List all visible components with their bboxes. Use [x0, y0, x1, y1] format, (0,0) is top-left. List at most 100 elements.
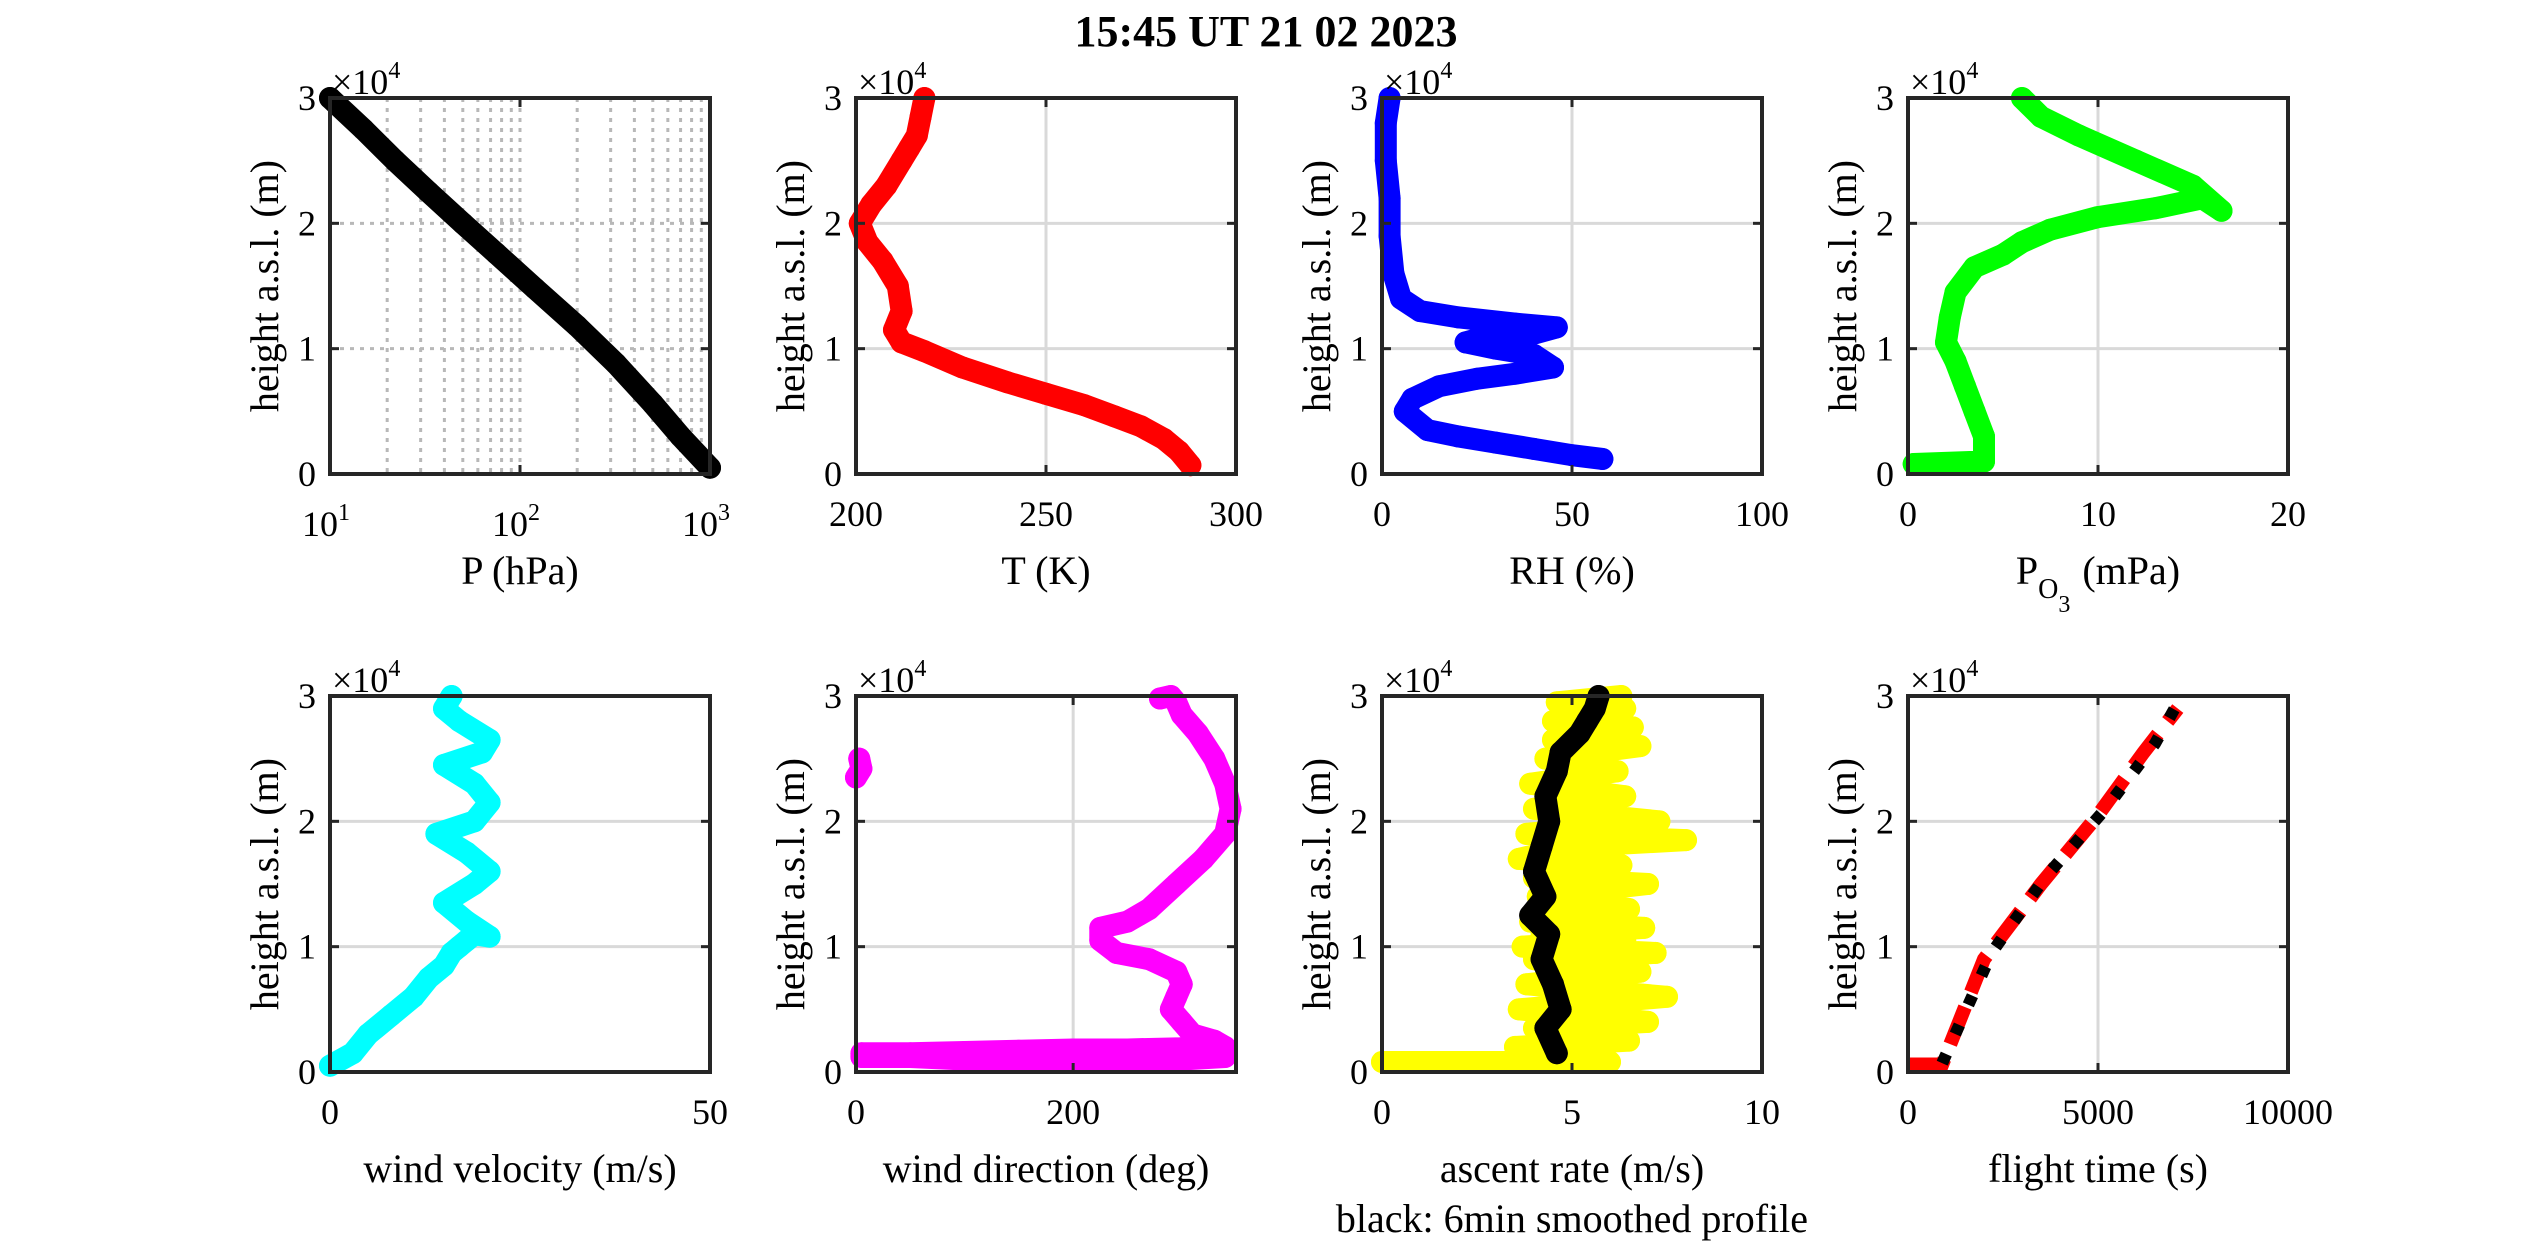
data-point — [1648, 810, 1671, 833]
data-point — [1504, 362, 1526, 385]
x-axis-label: P (hPa) — [461, 548, 578, 593]
y-tick-label: 1 — [1350, 927, 1368, 967]
grid-lines — [856, 696, 1236, 1072]
tick-marks — [328, 96, 712, 476]
x-tick-label: 101 — [302, 500, 350, 544]
x-tick-label: 200 — [829, 494, 883, 534]
data-point — [875, 174, 898, 197]
data-point — [1374, 149, 1397, 172]
y-axis-exponent: ×104 — [332, 58, 400, 102]
y-tick-label: 2 — [298, 801, 316, 841]
data-point — [1938, 306, 1961, 329]
y-axis-exponent-base: ×10 — [332, 660, 388, 700]
data-point — [478, 728, 501, 751]
data-point — [604, 352, 627, 375]
x-axis-label: RH (%) — [1509, 548, 1635, 593]
x-axis-label-unit: (mPa) — [2082, 548, 2180, 593]
data-point — [1073, 394, 1095, 417]
data-series — [1908, 693, 2187, 1072]
data-point — [1116, 1038, 1139, 1061]
data-point — [1519, 772, 1542, 795]
y-tick-label: 0 — [824, 454, 842, 494]
y-tick-label: 1 — [824, 927, 842, 967]
y-tick-label: 1 — [298, 329, 316, 369]
y-tick-label: 0 — [1876, 454, 1894, 494]
data-point — [2125, 149, 2147, 172]
data-point — [1530, 835, 1553, 858]
y-axis-exponent-power: 4 — [1966, 58, 1978, 84]
chart-panel-wind-velocity: 0 50 0 1 2 3 ×104 height a.s.l. (m) wind velocit… — [242, 656, 728, 1191]
y-axis-label: height a.s.l. (m) — [1820, 160, 1865, 412]
y-axis-exponent-base: ×10 — [1910, 62, 1966, 102]
y-axis-exponent-power: 4 — [388, 58, 400, 84]
data-point — [1542, 973, 1564, 996]
data-point — [848, 747, 871, 770]
x-tick-label: 20 — [2270, 494, 2306, 534]
data-point — [1485, 431, 1507, 454]
data-point — [2087, 206, 2109, 229]
data-point — [909, 105, 932, 128]
data-point — [997, 371, 1019, 394]
data-point — [1591, 447, 1614, 470]
x-tick-label-base: 10 — [492, 504, 528, 544]
x-tick-label: 10000 — [2243, 1092, 2333, 1132]
data-point — [1428, 375, 1450, 398]
y-tick-label: 1 — [1876, 927, 1894, 967]
data-point — [1629, 960, 1652, 983]
y-axis-exponent-power: 4 — [1966, 656, 1978, 682]
y-tick-label: 0 — [1350, 454, 1368, 494]
data-point — [850, 1042, 873, 1065]
data-point — [402, 985, 425, 1008]
data-point — [1447, 425, 1469, 448]
data-series — [845, 685, 1242, 1071]
y-axis-exponent: ×104 — [1910, 656, 1978, 700]
data-point — [1614, 929, 1637, 952]
data-point — [1637, 1010, 1659, 1033]
data-point — [1035, 382, 1057, 405]
y-axis-label: height a.s.l. (m) — [242, 758, 287, 1010]
data-point — [1116, 910, 1139, 933]
data-point — [1165, 960, 1188, 983]
x-tick-label-base: 10 — [682, 504, 718, 544]
y-tick-label: 3 — [824, 78, 842, 118]
data-series — [319, 685, 501, 1077]
y-axis-exponent-power: 4 — [914, 58, 926, 84]
tick-marks — [1380, 694, 1764, 1074]
data-point — [883, 318, 905, 341]
data-point — [357, 1023, 379, 1046]
data-point — [524, 277, 547, 300]
y-axis-exponent-base: ×10 — [1384, 660, 1440, 700]
data-point — [1610, 854, 1633, 877]
y-tick-label: 0 — [1876, 1052, 1894, 1092]
y-axis-label: height a.s.l. (m) — [1820, 758, 1865, 1010]
data-point — [1618, 898, 1640, 921]
x-tick-label: 0 — [1899, 494, 1917, 534]
series-trace — [1374, 87, 1614, 470]
data-point — [1973, 450, 1995, 473]
y-axis-exponent-power: 4 — [914, 656, 926, 682]
data-point — [890, 300, 913, 323]
data-point — [1534, 1017, 1557, 1040]
data-point — [2030, 105, 2052, 128]
data-point — [478, 860, 501, 883]
data-point — [1447, 306, 1469, 329]
data-point — [433, 753, 455, 776]
data-point — [1130, 415, 1152, 438]
data-point — [1504, 312, 1526, 335]
x-tick-label: 5000 — [2062, 1092, 2134, 1132]
data-point — [1511, 935, 1534, 958]
series-line — [1936, 693, 2187, 1066]
x-tick-label-power: 3 — [718, 500, 730, 526]
y-axis-exponent-base: ×10 — [1910, 660, 1966, 700]
y-axis-exponent: ×104 — [1384, 58, 1452, 102]
y-axis-exponent-base: ×10 — [1384, 62, 1440, 102]
x-axis-label: wind velocity (m/s) — [363, 1146, 676, 1191]
data-point — [1089, 916, 1112, 939]
y-axis-exponent-power: 4 — [1440, 58, 1452, 84]
x-axis-label-sub: O — [2038, 574, 2058, 605]
data-point — [1477, 325, 1500, 348]
data-point — [913, 340, 936, 363]
x-tick-label: 103 — [682, 500, 730, 544]
